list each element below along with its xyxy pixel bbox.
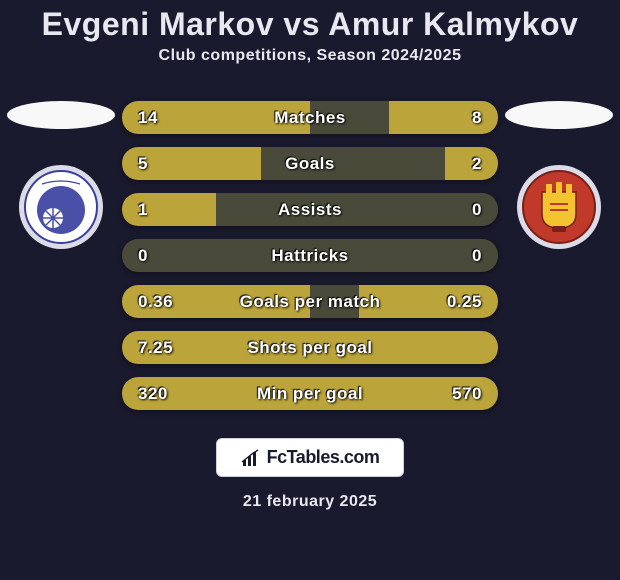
stat-values: 0Hattricks0 xyxy=(122,239,498,272)
date-label: 21 february 2025 xyxy=(243,493,377,511)
stat-label: Shots per goal xyxy=(122,338,498,358)
left-club-badge xyxy=(19,165,103,249)
stat-label: Hattricks xyxy=(122,246,498,266)
chart-icon xyxy=(241,448,261,468)
comparison-row: 14Matches8 5Goals2 1Assists0 0Hattricks0 0.3… xyxy=(0,101,620,410)
brand-label: FcTables.com xyxy=(267,447,380,468)
stat-bar-goals: 5Goals2 xyxy=(122,147,498,180)
right-oval xyxy=(505,101,613,129)
stat-values: 7.25Shots per goal xyxy=(122,331,498,364)
right-club-icon xyxy=(522,170,596,244)
stat-label: Min per goal xyxy=(122,384,498,404)
stat-values: 0.36Goals per match0.25 xyxy=(122,285,498,318)
stat-values: 320Min per goal570 xyxy=(122,377,498,410)
left-club-icon xyxy=(24,170,98,244)
left-player-col xyxy=(0,101,122,249)
stat-label: Goals per match xyxy=(122,292,498,312)
right-club-badge xyxy=(517,165,601,249)
brand-logo[interactable]: FcTables.com xyxy=(216,438,405,477)
stat-bar-shots-per-goal: 7.25Shots per goal xyxy=(122,331,498,364)
stat-label: Assists xyxy=(122,200,498,220)
stat-values: 1Assists0 xyxy=(122,193,498,226)
left-oval xyxy=(7,101,115,129)
stat-bar-min-per-goal: 320Min per goal570 xyxy=(122,377,498,410)
right-player-col xyxy=(498,101,620,249)
stat-label: Matches xyxy=(122,108,498,128)
stat-values: 14Matches8 xyxy=(122,101,498,134)
stat-values: 5Goals2 xyxy=(122,147,498,180)
stats-column: 14Matches8 5Goals2 1Assists0 0Hattricks0 0.3… xyxy=(122,101,498,410)
subtitle: Club competitions, Season 2024/2025 xyxy=(159,47,462,65)
stat-bar-hattricks: 0Hattricks0 xyxy=(122,239,498,272)
stat-bar-assists: 1Assists0 xyxy=(122,193,498,226)
stat-bar-matches: 14Matches8 xyxy=(122,101,498,134)
stat-bar-goals-per-match: 0.36Goals per match0.25 xyxy=(122,285,498,318)
page-title: Evgeni Markov vs Amur Kalmykov xyxy=(42,6,579,43)
stat-label: Goals xyxy=(122,154,498,174)
